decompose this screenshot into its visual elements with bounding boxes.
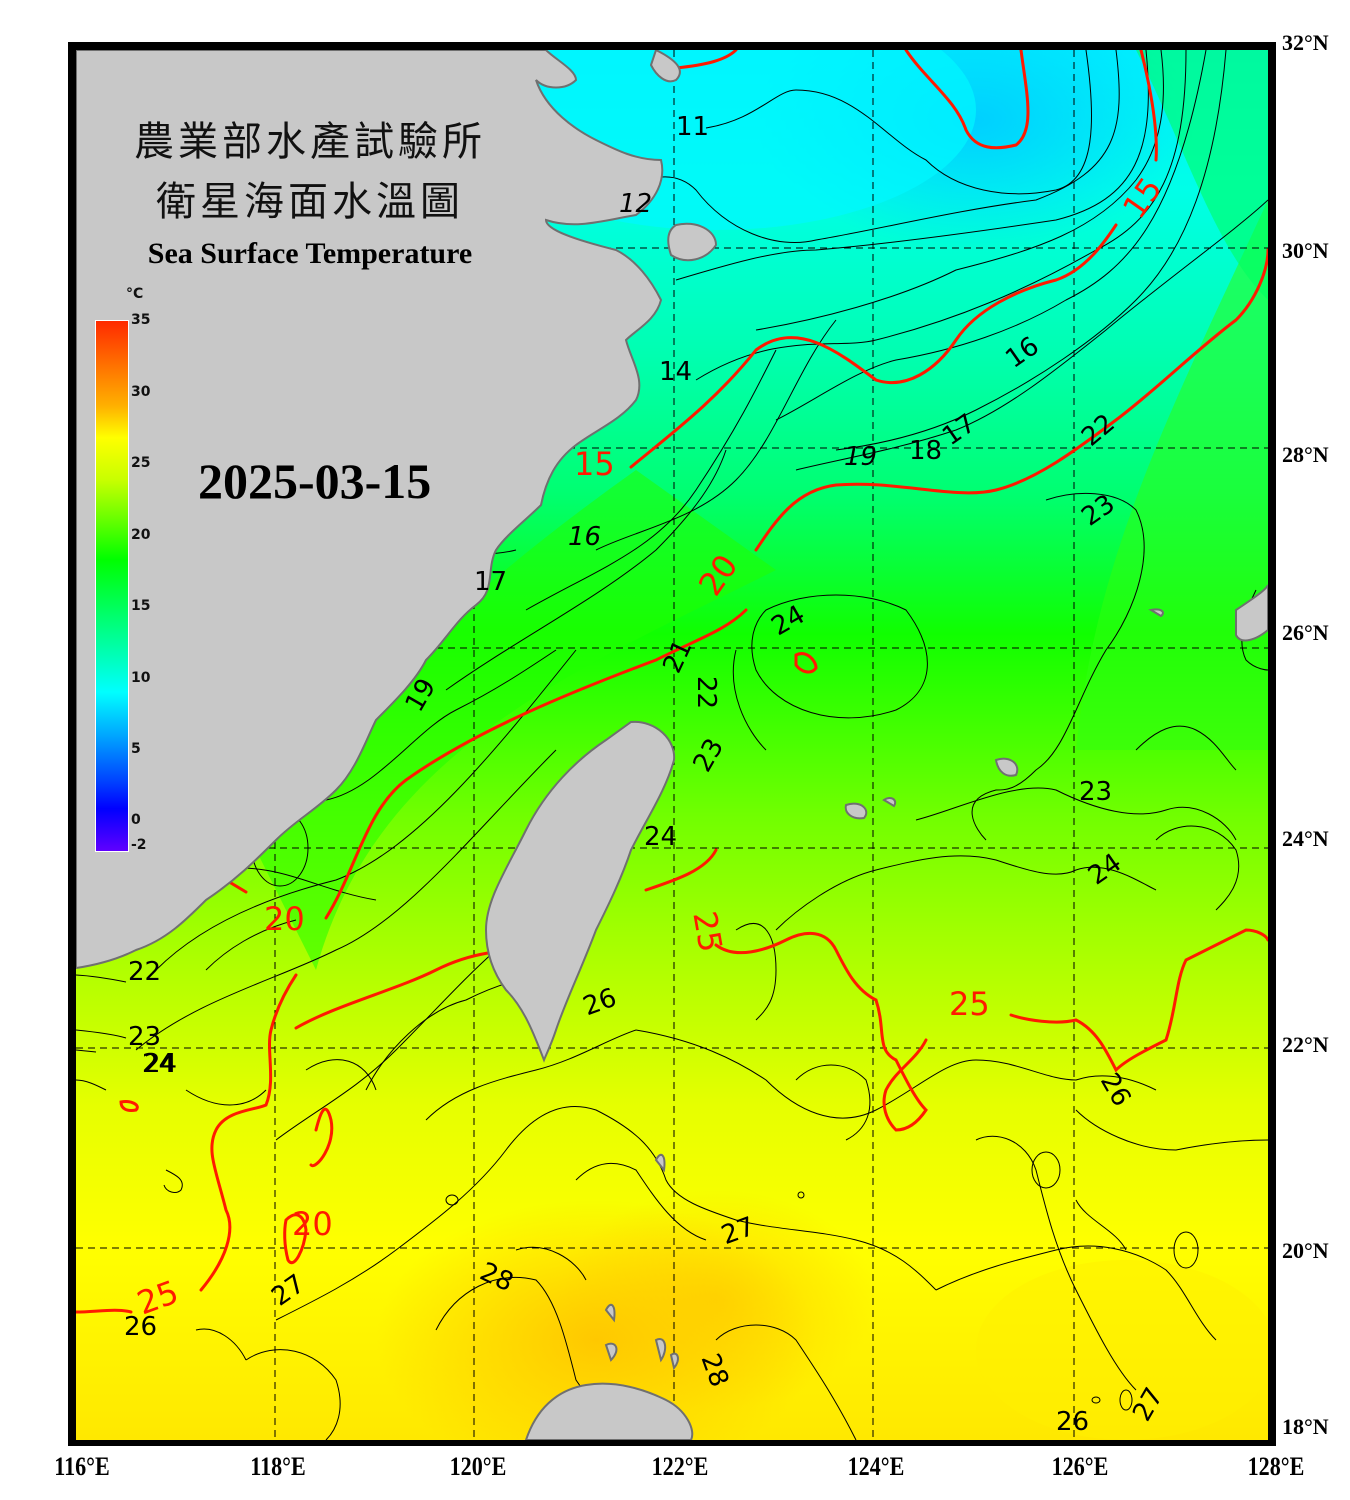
- svg-text:26: 26: [1056, 1407, 1089, 1437]
- svg-text:24: 24: [144, 1049, 177, 1079]
- lat-label-22n: 22°N: [1282, 1032, 1329, 1057]
- isotherm-labels-minor: 11 12 14 16 16 17 18 19 21 22 22 23 23 2…: [124, 112, 1170, 1437]
- lon-label-116e: 116°E: [54, 1452, 110, 1481]
- map-title-english: Sea Surface Temperature: [147, 237, 473, 270]
- lat-label-24n: 24°N: [1282, 826, 1329, 851]
- colorbar-tick: 0: [131, 812, 141, 828]
- land-mass: [76, 50, 1268, 1440]
- svg-text:22: 22: [691, 676, 721, 709]
- colorbar-tick: 25: [131, 455, 151, 471]
- svg-text:17: 17: [474, 567, 507, 597]
- svg-text:11: 11: [676, 112, 709, 142]
- isotherms-minor: [76, 50, 1268, 1440]
- colorbar-tick: 20: [131, 527, 151, 543]
- svg-text:20: 20: [292, 1205, 333, 1243]
- lon-label-122e: 122°E: [651, 1452, 709, 1481]
- svg-text:26: 26: [124, 1312, 157, 1342]
- sst-map[interactable]: 11 12 14 16 16 17 18 19 21 22 22 23 23 2…: [76, 50, 1268, 1440]
- svg-text:24: 24: [644, 822, 677, 852]
- observation-date: 2025-03-15: [198, 453, 432, 509]
- lat-label-26n: 26°N: [1282, 620, 1329, 645]
- lon-label-126e: 126°E: [1051, 1452, 1109, 1481]
- agency-name: 農業部水產試驗所: [134, 119, 486, 165]
- svg-text:16: 16: [568, 522, 601, 552]
- lat-label-32n: 32°N: [1282, 30, 1329, 55]
- lon-label-120e: 120°E: [449, 1452, 507, 1481]
- svg-text:23: 23: [1079, 777, 1112, 807]
- lat-label-18n: 18°N: [1282, 1414, 1329, 1439]
- colorbar-tick: 5: [131, 741, 141, 757]
- colorbar-gradient: [95, 320, 129, 852]
- colorbar-tick: -2: [131, 837, 147, 853]
- title-block: 農業部水產試驗所 衛星海面水溫圖 Sea Surface Temperature: [100, 112, 520, 274]
- colorbar-tick: 35: [131, 312, 151, 328]
- isotherms-major: [76, 50, 1268, 1314]
- colorbar-tick: 30: [131, 384, 151, 400]
- svg-text:15: 15: [574, 445, 615, 483]
- lat-label-28n: 28°N: [1282, 442, 1329, 467]
- colorbar-tick: 15: [131, 598, 151, 614]
- svg-text:14: 14: [659, 357, 692, 387]
- svg-text:25: 25: [685, 908, 729, 955]
- colorbar: 35 30 25 20 15 10 5 0 -2: [95, 312, 150, 853]
- svg-text:12: 12: [619, 189, 652, 219]
- svg-text:24: 24: [142, 1049, 175, 1079]
- map-title-chinese: 衛星海面水溫圖: [156, 179, 464, 225]
- svg-text:20: 20: [264, 900, 305, 938]
- colorbar-tick: 10: [131, 670, 151, 686]
- lat-label-30n: 30°N: [1282, 238, 1329, 263]
- lon-label-118e: 118°E: [250, 1452, 306, 1481]
- svg-text:22: 22: [128, 957, 161, 987]
- svg-text:18: 18: [909, 436, 942, 466]
- lon-label-124e: 124°E: [847, 1452, 905, 1481]
- svg-text:19: 19: [844, 442, 877, 472]
- colorbar-unit: °C: [126, 286, 144, 302]
- lat-label-20n: 20°N: [1282, 1238, 1329, 1263]
- svg-text:23: 23: [128, 1022, 161, 1052]
- svg-text:25: 25: [949, 985, 990, 1023]
- lon-label-128e: 128°E: [1247, 1452, 1305, 1481]
